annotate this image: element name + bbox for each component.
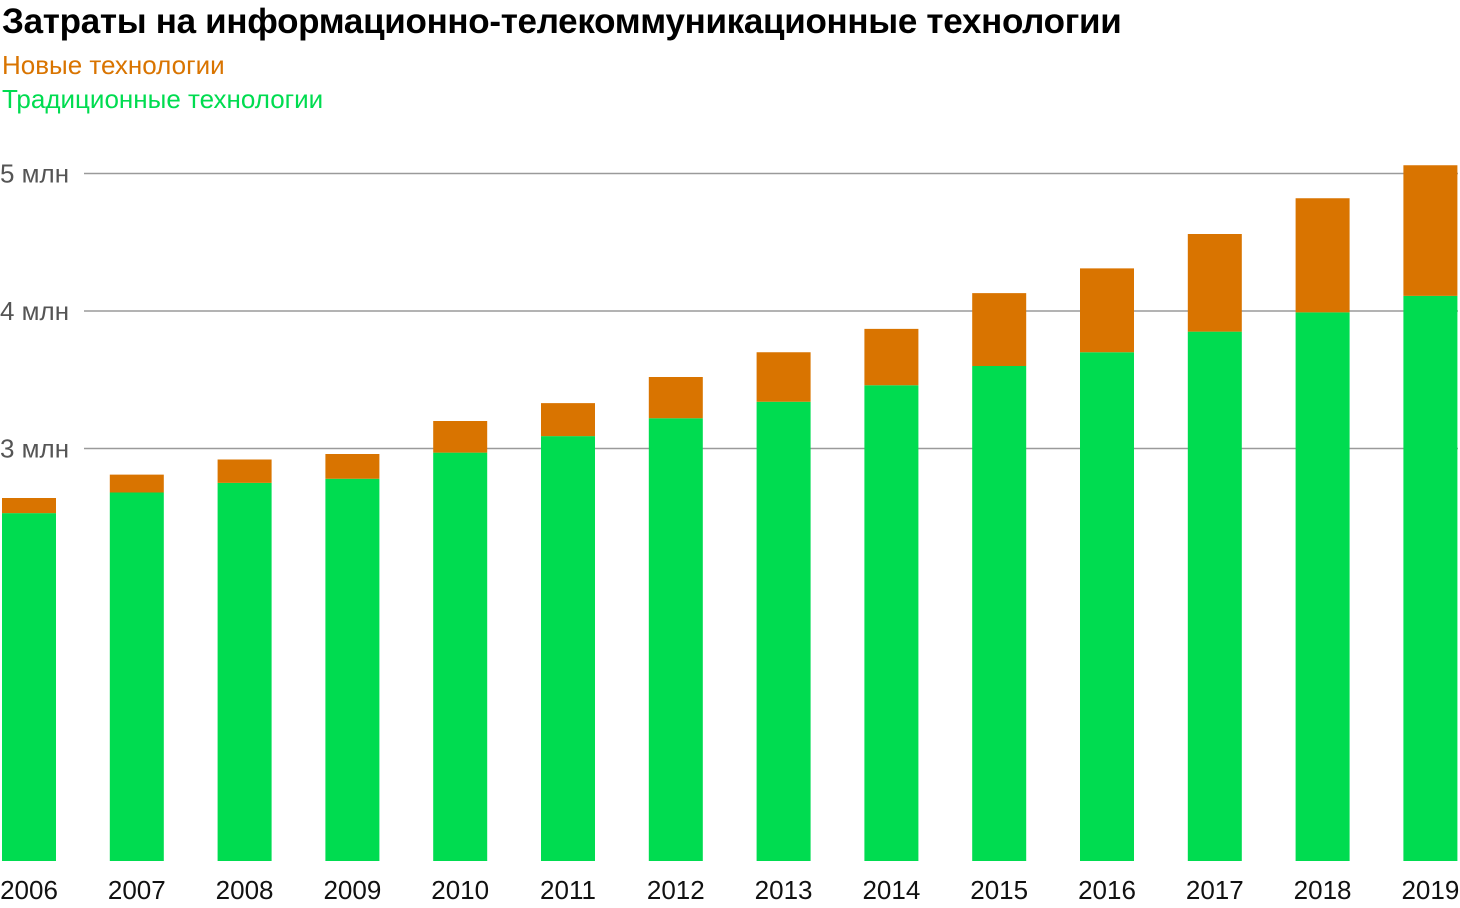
bar-traditional-2017 xyxy=(1187,331,1242,861)
x-tick-label: 2007 xyxy=(108,875,166,905)
x-tick-label: 2016 xyxy=(1078,875,1136,905)
x-tick-label: 2018 xyxy=(1294,875,1352,905)
x-tick-label: 2017 xyxy=(1186,875,1244,905)
bar-traditional-2009 xyxy=(325,478,380,861)
bar-traditional-2011 xyxy=(541,436,595,861)
chart-title: Затраты на информационно-телекоммуникаци… xyxy=(2,2,1122,41)
bar-new-2016 xyxy=(1080,268,1134,353)
bar-traditional-2015 xyxy=(972,366,1027,861)
bar-new-2014 xyxy=(864,328,919,386)
bar-new-2012 xyxy=(648,377,703,419)
bar-traditional-2010 xyxy=(433,452,488,861)
bar-traditional-2007 xyxy=(109,492,164,861)
bar-traditional-2006 xyxy=(2,513,56,861)
x-tick-label: 2015 xyxy=(970,875,1028,905)
x-tick-label: 2014 xyxy=(862,875,920,905)
bar-traditional-2012 xyxy=(648,418,703,861)
y-tick-label: 4 млн xyxy=(0,296,69,326)
legend-item-traditional-technologies: Традиционные технологии xyxy=(2,84,324,114)
bar-new-2017 xyxy=(1187,234,1242,332)
bar-new-2009 xyxy=(325,454,380,479)
bar-traditional-2008 xyxy=(217,482,272,861)
bar-new-2019 xyxy=(1403,165,1458,296)
bar-new-2006 xyxy=(2,498,56,514)
x-tick-label: 2009 xyxy=(323,875,381,905)
bar-traditional-2018 xyxy=(1295,312,1350,861)
y-tick-label: 5 млн xyxy=(0,159,69,189)
bar-traditional-2016 xyxy=(1080,352,1134,861)
y-tick-label: 3 млн xyxy=(0,434,69,464)
bar-new-2007 xyxy=(109,474,164,493)
bar-new-2008 xyxy=(217,459,272,483)
x-tick-label: 2019 xyxy=(1401,875,1459,905)
bar-new-2013 xyxy=(756,352,811,402)
x-axis-labels: 2006 2007 2008 2009 2010 2011 2012 2013 2014 2015… xyxy=(0,875,1459,905)
bar-new-2011 xyxy=(541,403,595,437)
x-tick-label: 2008 xyxy=(216,875,274,905)
bar-traditional-2019 xyxy=(1403,295,1458,861)
bar-new-2018 xyxy=(1295,198,1350,313)
x-tick-label: 2010 xyxy=(431,875,489,905)
x-tick-label: 2012 xyxy=(647,875,705,905)
bar-traditional-2014 xyxy=(864,385,919,861)
bars xyxy=(2,165,1458,861)
bar-new-2010 xyxy=(433,421,488,453)
bar-new-2015 xyxy=(972,293,1027,366)
x-tick-label: 2011 xyxy=(540,875,596,905)
x-tick-label: 2006 xyxy=(0,875,58,905)
x-tick-label: 2013 xyxy=(755,875,813,905)
bar-traditional-2013 xyxy=(756,401,811,861)
legend-item-new-technologies: Новые технологии xyxy=(2,50,225,80)
